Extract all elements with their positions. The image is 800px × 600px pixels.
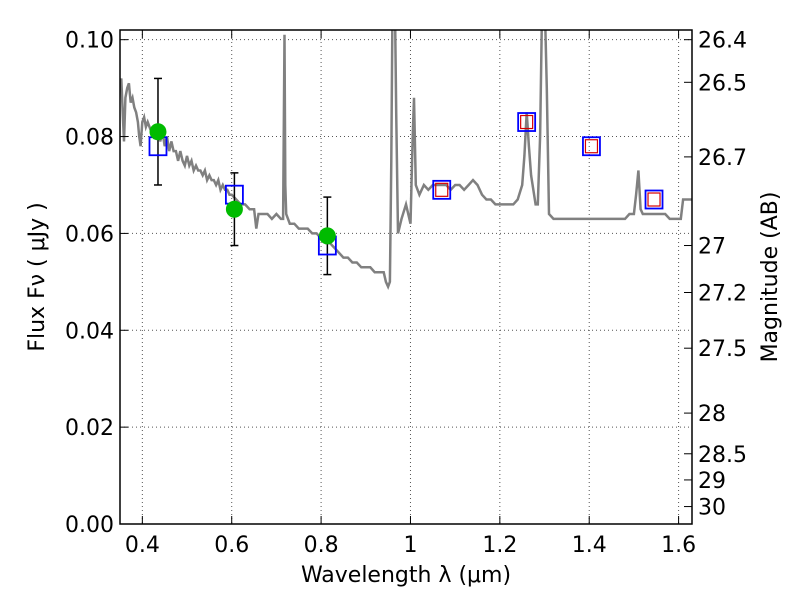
model-box-inner (584, 139, 599, 154)
x-tick-label: 0.8 (304, 533, 339, 558)
observed-point (225, 200, 243, 218)
y2-axis-label: Magnitude (AB) (758, 192, 783, 363)
y-tick-label: 0.04 (65, 319, 114, 344)
observed-point (149, 123, 167, 141)
y2-tick-label: 27.5 (698, 337, 747, 362)
y-tick-label: 0.02 (65, 416, 114, 441)
model-box-inner (520, 114, 534, 130)
model-box (582, 136, 601, 157)
plot-frame (119, 29, 693, 525)
y-tick-label: 0.08 (65, 126, 114, 151)
y2-tick-label: 30 (698, 496, 726, 521)
errorbar-layer (153, 77, 332, 276)
y2-tick-label: 28.5 (698, 443, 747, 468)
x-axis-label: Wavelength λ (μm) (301, 563, 511, 588)
spectrum-line (120, 30, 692, 291)
model-box (644, 189, 664, 210)
y2-tick-label: 27 (698, 235, 726, 260)
model-box (517, 112, 537, 132)
x-tick-label: 1.4 (572, 533, 607, 558)
y-tick-label: 0.10 (65, 29, 114, 54)
y2-tick-label: 26.7 (698, 146, 747, 171)
y2-tick-label: 26.4 (698, 29, 747, 54)
y-tick-labels: 0.00 0.02 0.04 0.06 0.08 0.10 (65, 29, 114, 538)
model-box (432, 179, 452, 200)
x-tick-label: 1.6 (661, 533, 696, 558)
y2-tick-label: 28 (698, 402, 726, 427)
x-tick-label: 0.6 (214, 533, 249, 558)
x-tick-labels: 0.4 0.6 0.8 1 1.2 1.4 1.6 (125, 533, 696, 558)
observed-point (318, 227, 336, 245)
gridlines (120, 30, 692, 524)
model-box-inner (647, 192, 661, 207)
y-tick-label: 0.00 (65, 513, 114, 538)
model-layer (148, 112, 664, 256)
observed-layer (149, 123, 336, 245)
y-tick-label: 0.06 (65, 222, 114, 247)
y-axis-label: Flux Fν ( μJy ) (25, 202, 50, 351)
y2-tick-label: 29 (698, 469, 726, 494)
x-tick-label: 1 (403, 533, 417, 558)
x-tick-label: 1.2 (482, 533, 517, 558)
spectrum-layer (120, 30, 692, 291)
y2-tick-label: 26.5 (698, 71, 747, 96)
y2-tick-label: 27.2 (698, 281, 747, 306)
x-tick-label: 0.4 (125, 533, 160, 558)
ticks (120, 30, 692, 525)
model-box-inner (435, 182, 449, 197)
